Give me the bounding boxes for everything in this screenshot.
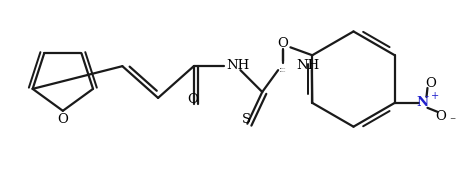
Text: O: O [425,77,436,90]
Text: methoxy: methoxy [280,71,285,72]
Text: NH: NH [227,59,250,72]
Text: ⁻: ⁻ [449,115,455,128]
Text: O: O [435,110,446,123]
Text: +: + [431,91,439,101]
Text: S: S [242,113,251,126]
Text: O: O [57,113,68,126]
Text: N: N [416,96,429,109]
Text: NH: NH [296,59,319,72]
Text: O: O [187,93,198,106]
Text: O: O [277,37,288,50]
Text: O: O [280,68,281,69]
Text: methoxy: methoxy [280,68,285,69]
